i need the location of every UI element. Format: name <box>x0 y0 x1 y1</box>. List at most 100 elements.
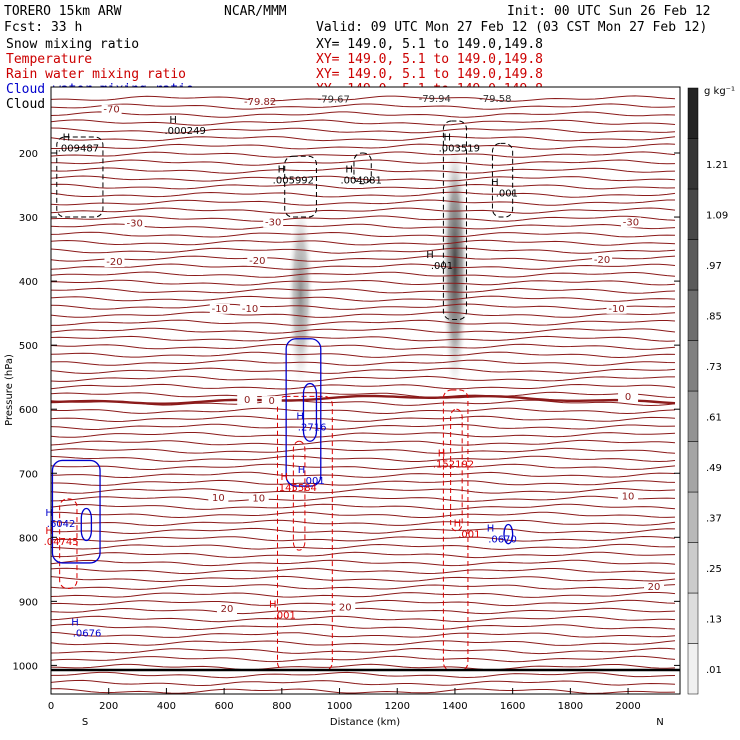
y-tick-label: 600 <box>19 405 38 416</box>
x-end-label-left: S <box>82 717 88 728</box>
colorbar-swatch <box>687 491 699 543</box>
maximum-marker-h: H <box>444 133 452 144</box>
colorbar: .01 .13 .25 .37 .49 .61 .73 .85 .97 1.09 1.21 g kg⁻… <box>687 86 735 695</box>
y-tick-label: 800 <box>19 533 38 544</box>
legend-field-name: Snow mixing ratio <box>6 37 139 52</box>
isotherm-label-bg <box>209 303 230 314</box>
rain-contour <box>442 389 469 672</box>
colorbar-label: .61 <box>706 412 722 423</box>
maximum-label: .001 <box>496 189 518 200</box>
isotherm-label-bg <box>240 303 261 314</box>
maximum-marker-h: H <box>45 508 53 519</box>
isotherm-label-bg <box>592 255 613 266</box>
contour-labels: -79.82 -70 -30 -30 -30 -20 -20 -20 -10 -10 -10 0 0 0 1… <box>44 94 665 640</box>
isotherm-label-bg <box>104 257 125 268</box>
colorbar-label: .25 <box>706 564 722 575</box>
isotherm-line <box>51 615 676 623</box>
colorbar-swatch <box>687 188 699 240</box>
hydrometeor-contours <box>51 120 514 672</box>
isotherm-label: -70 <box>103 105 119 116</box>
colorbar-swatch <box>687 289 699 341</box>
ice-contour <box>284 155 317 218</box>
isotherm-line <box>51 319 676 326</box>
forecast-hour: Fcst: 33 h <box>4 20 82 35</box>
isotherm-label-bg <box>250 96 271 107</box>
isotherm-line <box>51 215 676 222</box>
colorbar-swatch <box>687 542 699 594</box>
isotherm-line <box>51 367 676 374</box>
isotherm-line <box>51 223 676 230</box>
isotherm-label: 0 <box>269 396 275 407</box>
ice-contour <box>491 142 514 218</box>
colorbar-unit: g kg⁻¹ <box>704 86 735 97</box>
maximum-label: .009487 <box>58 144 99 155</box>
maximum-label: .145584 <box>276 483 317 494</box>
org-label: NCAR/MMM <box>224 4 287 19</box>
isotherm-label: 20 <box>648 582 661 593</box>
ice-contour <box>353 152 372 185</box>
maximum-marker-h: H <box>45 526 53 537</box>
colorbar-swatch <box>687 441 699 493</box>
x-tick-label: 600 <box>215 701 234 712</box>
isotherm-label-bg <box>618 392 639 403</box>
isotherm-line <box>51 295 676 302</box>
x-tick-label: 2000 <box>615 701 640 712</box>
legend-field-name: Temperature <box>6 52 92 67</box>
isotherm-line <box>51 631 676 638</box>
cloud-water-contour <box>503 523 514 545</box>
isotherm-line <box>51 432 676 438</box>
isotherm-line <box>51 143 676 150</box>
isotherm-line <box>51 607 676 615</box>
x-axis-label: Distance (km) <box>330 717 400 728</box>
snow-shading <box>287 133 468 397</box>
isotherm-line <box>51 447 676 454</box>
isotherm-label: -30 <box>265 217 281 228</box>
isotherm-line <box>51 559 676 567</box>
x-tick-label: 1200 <box>385 701 410 712</box>
plot-frame <box>50 86 681 695</box>
isotherm-line <box>51 183 676 190</box>
isotherm-label-bg <box>644 581 665 592</box>
snow-shading-column <box>441 133 468 397</box>
maximum-marker-h: H <box>169 115 177 126</box>
colorbar-label: 1.09 <box>706 210 728 221</box>
isotherm-line <box>51 303 676 310</box>
x-tick-label: 1400 <box>442 701 467 712</box>
isotherm-line <box>51 591 676 598</box>
isotherm-line <box>51 327 676 334</box>
maximum-marker-h: H <box>487 523 495 534</box>
isotherm-line <box>51 671 676 679</box>
isotherm-line <box>51 247 676 254</box>
rain-contour <box>59 498 78 590</box>
colorbar-label: .85 <box>706 311 722 322</box>
x-tick-label: 800 <box>272 701 291 712</box>
cloud-water-contour <box>302 382 318 442</box>
maximum-marker-h: H <box>454 518 462 529</box>
isotherm-line <box>51 495 676 502</box>
isotherm-line <box>51 488 676 494</box>
isotherm-label: -30 <box>127 219 143 230</box>
overprint-label: -79.67 <box>318 94 350 105</box>
isotherm-label: 20 <box>339 602 352 613</box>
isotherm-line <box>51 439 676 446</box>
isotherm-label-bg <box>335 602 356 613</box>
isotherm-line <box>51 575 676 583</box>
maximum-marker-h: H <box>438 448 446 459</box>
isotherm-label: 10 <box>622 492 635 503</box>
isotherm-line <box>51 663 676 671</box>
isotherm-line <box>51 599 676 607</box>
isotherm-line <box>51 263 676 270</box>
maximum-label: .001 <box>431 261 453 272</box>
isotherm-line <box>51 479 676 486</box>
isotherm-line <box>51 343 676 350</box>
isotherm-label-bg <box>248 493 269 504</box>
isotherm-line <box>51 503 676 510</box>
rain-contour <box>276 395 333 672</box>
isotherm-line <box>51 95 676 102</box>
isotherm-label-bg <box>606 303 627 314</box>
overprint-label: -79.58 <box>479 94 511 105</box>
isotherm-line <box>51 199 675 206</box>
overprint-label: -79.94 <box>419 94 451 105</box>
isotherm-line <box>51 655 676 663</box>
